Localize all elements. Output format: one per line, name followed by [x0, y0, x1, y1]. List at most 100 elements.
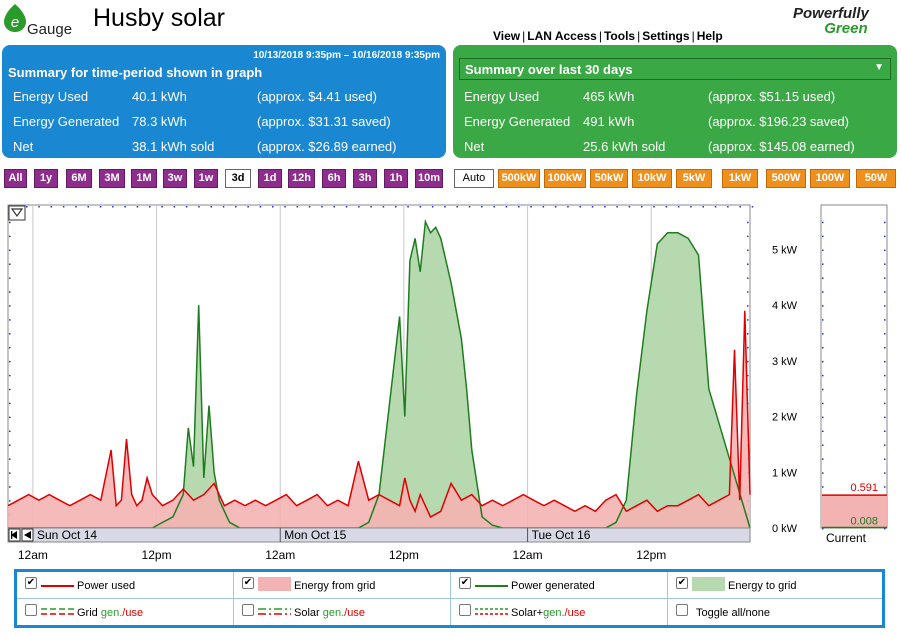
scale-button-1kw[interactable]: 1kW	[722, 169, 758, 188]
row-label: Energy Used	[13, 89, 89, 104]
scale-button-100w[interactable]: 100W	[810, 169, 850, 188]
left-tick	[822, 305, 824, 307]
logo-text: Gauge	[27, 21, 73, 38]
legend-item-energy-to-grid[interactable]: ✔ Energy to grid	[668, 572, 882, 598]
summary-period-select[interactable]: Summary over last 30 days ▼	[459, 58, 891, 80]
date-label: Mon Oct 15	[284, 528, 346, 542]
right-tick	[747, 360, 749, 363]
range-button-10m[interactable]: 10m	[415, 169, 443, 188]
range-button-3m[interactable]: 3M	[99, 169, 125, 188]
left-tick	[9, 416, 11, 419]
top-tick	[358, 206, 360, 208]
row-note: (approx. $4.41 used)	[257, 89, 377, 104]
legend-checkbox[interactable]	[242, 604, 254, 616]
y-tick-label: 5 kW	[772, 245, 798, 257]
right-tick	[747, 249, 749, 252]
select-value: Summary over last 30 days	[465, 62, 633, 77]
left-tick	[822, 319, 824, 321]
right-tick	[747, 347, 749, 349]
legend-item-solar-plus-gen-use[interactable]: Solar+gen./use	[451, 599, 667, 625]
power-used-line	[7, 310, 751, 518]
left-tick	[822, 472, 824, 474]
legend-checkbox[interactable]	[676, 604, 688, 616]
y-axis: 5 kW 4 kW 3 kW 2 kW 1 kW 0 kW	[772, 245, 798, 535]
scale-button-auto[interactable]: Auto	[454, 169, 494, 188]
top-tick	[407, 206, 409, 208]
scale-button-50kw[interactable]: 50kW	[590, 169, 628, 188]
legend-label: Solar+gen./use	[511, 607, 585, 619]
scale-button-5kw[interactable]: 5kW	[676, 169, 712, 188]
left-tick	[9, 360, 11, 363]
scroll-left-end-button[interactable]	[8, 528, 21, 542]
top-tick	[161, 206, 163, 208]
legend-item-power-generated[interactable]: ✔ Power generated	[451, 572, 667, 598]
range-button-1d[interactable]: 1d	[258, 169, 282, 188]
nav-tools[interactable]: Tools	[603, 29, 636, 43]
date-label: Tue Oct 16	[532, 528, 591, 542]
legend-item-toggle-all[interactable]: Toggle all/none	[668, 599, 882, 625]
top-tick	[382, 206, 385, 208]
scale-button-100kw[interactable]: 100kW	[544, 169, 586, 188]
scale-button-50w[interactable]: 50W	[856, 169, 896, 188]
range-button-all[interactable]: All	[4, 169, 27, 188]
row-value: 491 kWh	[583, 114, 635, 129]
right-tick	[884, 430, 886, 433]
top-tick	[714, 206, 717, 208]
legend-checkbox[interactable]	[459, 604, 471, 616]
nav-lan-access[interactable]: LAN Access	[527, 29, 597, 43]
right-tick	[747, 291, 749, 293]
nav-view[interactable]: View	[493, 29, 521, 43]
range-button-6h[interactable]: 6h	[322, 169, 346, 188]
legend-checkbox[interactable]	[25, 604, 37, 616]
skip-back-icon	[11, 531, 17, 539]
range-button-6m[interactable]: 6M	[66, 169, 92, 188]
scale-button-500w[interactable]: 500W	[766, 169, 806, 188]
nav-help[interactable]: Help	[696, 29, 723, 43]
left-tick	[822, 486, 824, 488]
range-button-3w[interactable]: 3w	[163, 169, 187, 188]
zoom-menu-button[interactable]	[8, 205, 26, 221]
scroll-left-button[interactable]	[21, 528, 34, 542]
right-tick	[884, 444, 886, 446]
nav-settings[interactable]: Settings	[642, 29, 690, 43]
range-button-1w[interactable]: 1w	[194, 169, 218, 188]
top-tick	[198, 206, 200, 208]
legend-item-energy-from-grid[interactable]: ✔ Energy from grid	[234, 572, 450, 598]
legend-checkbox[interactable]: ✔	[25, 577, 37, 589]
range-button-3d[interactable]: 3d	[225, 169, 251, 188]
top-tick	[26, 206, 28, 208]
legend-item-power-used[interactable]: ✔ Power used	[17, 572, 233, 598]
row-value: 40.1 kWh	[132, 89, 187, 104]
legend-checkbox[interactable]: ✔	[459, 577, 471, 589]
range-button-3h[interactable]: 3h	[353, 169, 377, 188]
scale-button-500kw[interactable]: 500kW	[498, 169, 540, 188]
legend-checkbox[interactable]: ✔	[676, 577, 688, 589]
right-tick	[884, 486, 886, 488]
left-tick	[822, 416, 824, 419]
left-tick	[822, 444, 824, 446]
time-label: 12am	[513, 548, 543, 562]
row-value: 465 kWh	[583, 89, 635, 104]
top-tick	[690, 206, 692, 208]
legend-item-grid-gen-use[interactable]: Grid gen./use	[17, 599, 233, 625]
top-tick	[345, 206, 348, 208]
top-tick	[481, 206, 483, 208]
range-button-1h[interactable]: 1h	[384, 169, 408, 188]
top-tick	[579, 206, 581, 208]
scale-button-10kw[interactable]: 10kW	[632, 169, 672, 188]
chevron-down-icon: ▼	[874, 62, 884, 73]
left-tick	[9, 305, 11, 307]
left-tick	[822, 249, 824, 252]
legend-item-solar-gen-use[interactable]: Solar gen./use	[234, 599, 450, 625]
range-button-12h[interactable]: 12h	[288, 169, 315, 188]
right-tick	[747, 235, 749, 238]
left-tick	[9, 333, 11, 335]
power-graph[interactable]: 5 kW 4 kW 3 kW 2 kW 1 kW 0 kW Sun Oct 14 Mon O…	[0, 196, 901, 566]
legend-checkbox[interactable]: ✔	[242, 577, 254, 589]
row-note: (approx. $31.31 saved)	[257, 114, 391, 129]
range-button-1m[interactable]: 1M	[131, 169, 157, 188]
top-tick	[75, 206, 77, 208]
row-note: (approx. $51.15 used)	[708, 89, 836, 104]
top-tick	[50, 206, 53, 208]
range-button-1y[interactable]: 1y	[34, 169, 58, 188]
